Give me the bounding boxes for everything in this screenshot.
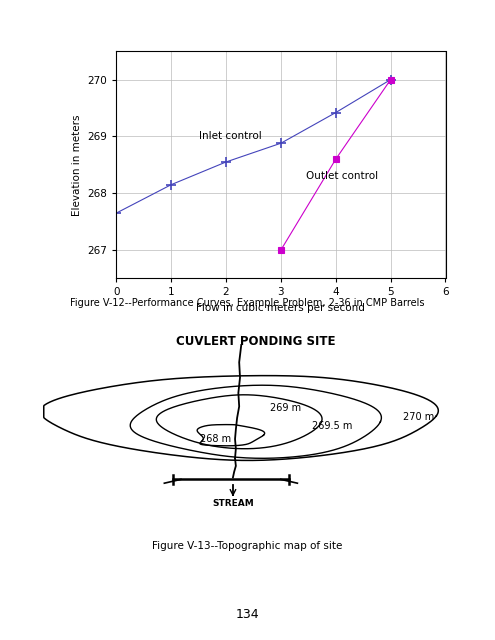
Y-axis label: Elevation in meters: Elevation in meters (72, 114, 82, 216)
Text: 269.5 m: 269.5 m (312, 421, 352, 431)
Text: 268 m: 268 m (199, 434, 231, 444)
Text: 134: 134 (236, 608, 259, 621)
Text: Figure V-12--Performance Curves, Example Problem, 2-36 in CMP Barrels: Figure V-12--Performance Curves, Example… (70, 298, 425, 308)
Text: 270 m: 270 m (403, 412, 435, 422)
X-axis label: Flow in cubic meters per second: Flow in cubic meters per second (197, 303, 365, 313)
Text: Outlet control: Outlet control (305, 171, 378, 181)
Text: CUVLERT PONDING SITE: CUVLERT PONDING SITE (176, 335, 336, 348)
Text: Inlet control: Inlet control (198, 131, 261, 141)
Text: STREAM: STREAM (212, 499, 254, 508)
Text: 269 m: 269 m (270, 403, 301, 413)
Text: Figure V-13--Topographic map of site: Figure V-13--Topographic map of site (152, 541, 343, 551)
